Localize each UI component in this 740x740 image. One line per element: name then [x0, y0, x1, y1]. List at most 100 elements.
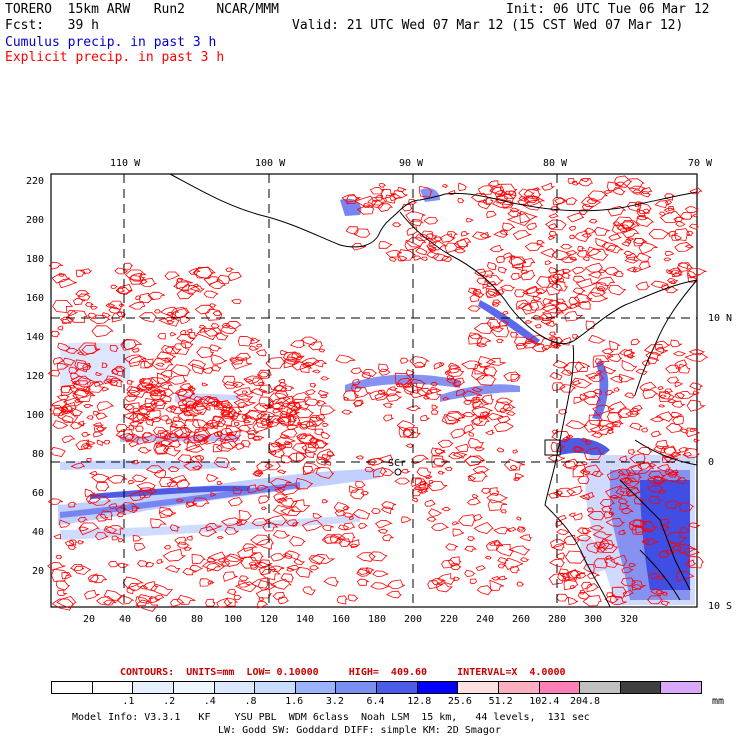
precip-contour	[220, 324, 238, 335]
precip-contour	[641, 359, 651, 366]
precip-contour	[111, 369, 120, 375]
precip-contour	[548, 230, 558, 237]
precip-contour	[164, 316, 176, 322]
precip-contour	[631, 584, 642, 590]
precip-contour	[578, 177, 593, 187]
precip-contour	[226, 589, 237, 596]
precip-contour	[608, 511, 615, 516]
precip-contour	[568, 225, 577, 231]
precip-contour	[199, 327, 207, 333]
precip-contour	[593, 558, 608, 569]
precip-contour	[534, 323, 542, 329]
precip-contour	[394, 477, 411, 485]
precip-contour	[95, 412, 108, 420]
precip-contour	[641, 187, 653, 195]
precip-contour	[561, 569, 580, 582]
precip-contour	[86, 457, 92, 463]
precip-contour	[609, 375, 624, 384]
precip-contour	[220, 517, 243, 527]
precip-contour	[674, 228, 691, 242]
precip-contour	[261, 404, 274, 410]
precip-contour	[250, 388, 268, 397]
precip-contour	[128, 425, 135, 431]
init-time: Init: 06 UTC Tue 06 Mar 12	[506, 2, 710, 17]
x-tick-300: 300	[584, 614, 603, 625]
precip-contour	[354, 195, 378, 208]
precip-contour	[280, 506, 303, 517]
precip-contour	[310, 553, 336, 564]
precip-contour	[605, 517, 626, 527]
x-tick-100: 100	[224, 614, 243, 625]
precip-contour	[666, 376, 680, 384]
precip-contour	[366, 458, 378, 466]
precip-contour	[508, 545, 531, 556]
precip-contour	[300, 336, 318, 346]
precip-contour	[201, 560, 227, 572]
precip-contour	[53, 533, 62, 540]
precip-contour	[81, 432, 92, 437]
precip-contour	[470, 416, 484, 425]
precip-contour	[489, 487, 500, 496]
precip-contour	[238, 580, 251, 588]
colorbar-swatch	[173, 682, 215, 693]
precip-contour	[660, 518, 671, 527]
precip-contour	[157, 440, 173, 446]
precip-contour	[381, 188, 397, 200]
precip-contour	[159, 415, 171, 421]
precip-contour	[531, 187, 541, 192]
precip-contour	[289, 415, 301, 426]
precip-contour	[118, 303, 125, 308]
precip-contour	[477, 270, 495, 278]
precip-contour	[96, 401, 115, 412]
precip-contour	[266, 420, 274, 426]
precip-contour	[472, 416, 491, 426]
precip-contour	[428, 479, 435, 484]
precip-contour	[386, 590, 402, 599]
precip-contour	[286, 353, 301, 362]
colorbar-swatch	[295, 682, 337, 693]
precip-contour	[645, 351, 662, 360]
precip-contour	[124, 402, 145, 413]
precip-contour	[168, 405, 178, 410]
precip-contour	[220, 427, 234, 436]
precip-contour	[427, 580, 443, 590]
precip-contour	[220, 400, 234, 409]
precip-contour	[670, 451, 682, 459]
precip-contour	[305, 389, 316, 395]
precip-contour	[164, 271, 181, 281]
precip-contour	[286, 424, 300, 431]
precip-contour	[491, 197, 514, 208]
precip-contour	[605, 244, 625, 254]
x-tick-200: 200	[404, 614, 423, 625]
precip-contour	[73, 565, 92, 575]
precip-contour	[475, 374, 497, 386]
precip-contour	[467, 287, 479, 295]
precip-contour	[593, 541, 607, 550]
colorbar-tick-label: 204.8	[569, 696, 601, 707]
colorbar-tick-label: .2	[163, 696, 176, 707]
precip-contour	[654, 340, 671, 350]
x-tick-240: 240	[476, 614, 495, 625]
precip-contour	[679, 212, 694, 220]
precip-contour	[186, 501, 198, 507]
precip-contour	[164, 565, 181, 573]
precip-contour	[386, 388, 402, 397]
precip-contour	[211, 354, 227, 365]
precip-contour	[220, 560, 230, 567]
precip-contour	[574, 230, 590, 242]
y-tick-200: 200	[26, 215, 45, 226]
precip-contour	[105, 303, 115, 308]
colorbar-swatch	[417, 682, 459, 693]
precip-contour	[246, 484, 259, 494]
precip-contour	[550, 539, 567, 549]
precip-contour	[225, 320, 242, 329]
explicit-legend-label: Explicit precip. in past 3 h	[5, 50, 225, 65]
precip-contour	[269, 478, 292, 488]
precip-contour	[626, 487, 641, 497]
precip-contour	[87, 573, 99, 583]
precip-contour	[193, 428, 212, 441]
precip-contour	[381, 506, 394, 515]
precip-contour	[469, 294, 481, 303]
precip-contour	[439, 362, 445, 367]
precip-contour	[343, 390, 360, 401]
